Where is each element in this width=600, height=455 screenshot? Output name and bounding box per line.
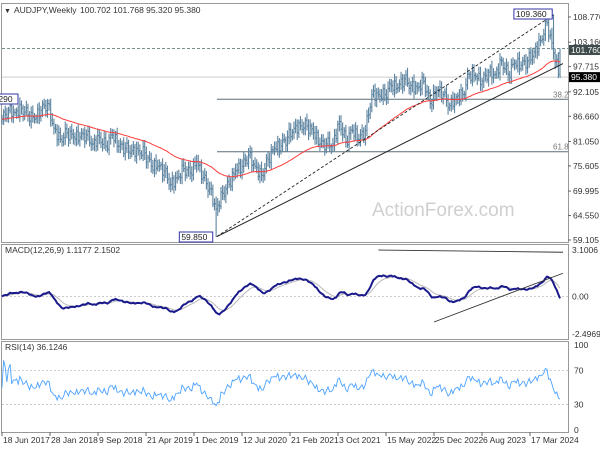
rsi-tick-label: 100 <box>574 340 588 350</box>
axes: 108.770 103.160 97.715 92.105 86.660 81.050 75… <box>1 12 600 445</box>
left-high-label: 90.290 <box>0 94 13 104</box>
date-tick-label: 21 Feb 2021 <box>291 435 339 445</box>
fib-level-label: 61.8 <box>553 143 569 152</box>
price-tick-label: 59.105 <box>573 235 599 245</box>
current-price-tag-bg <box>569 72 600 83</box>
price-tick-label: 75.605 <box>573 161 599 171</box>
ema-line <box>1 60 561 178</box>
date-tick-label: 28 Jan 2018 <box>51 435 98 445</box>
price-tick-label: 108.770 <box>573 12 600 22</box>
date-tick-label: 17 Mar 2024 <box>531 435 579 445</box>
chart-header-ohlc: 100.702 101.768 95.320 95.380 <box>80 5 201 15</box>
macd-title: MACD(12,26,9) 1.1177 2.1502 <box>5 245 120 255</box>
symbol-arrow-icon[interactable]: ▼ <box>4 8 11 15</box>
chart-header-symbol: AUDJPY,Weekly <box>14 5 77 15</box>
macd-tick-label: 3.1006 <box>572 245 598 255</box>
rsi-tick-label: 70 <box>574 366 584 376</box>
date-tick-label: 3 Oct 2021 <box>339 435 381 445</box>
macd-line <box>1 274 561 316</box>
macd-plot <box>1 249 568 323</box>
date-tick-label: 9 Sep 2018 <box>99 435 143 445</box>
price-plot: 38.2 61.8 59.850 109.360 90.290 <box>0 8 569 243</box>
level-price-tag-bg <box>569 44 600 55</box>
macd-tick-label: -2.4969 <box>572 329 600 339</box>
macd-trendline <box>433 272 564 323</box>
trendline-solid <box>216 63 564 238</box>
price-tick-label: 92.105 <box>573 87 599 97</box>
price-tick-label: 69.995 <box>573 186 599 196</box>
macd-tick-label: 0.00 <box>572 292 589 302</box>
rsi-tick-label: 30 <box>574 400 584 410</box>
macd-trendline <box>378 249 564 253</box>
date-tick-label: 25 Dec 2022 <box>435 435 483 445</box>
rsi-panel <box>1 341 569 433</box>
macd-panel <box>1 244 569 340</box>
price-tick-label: 86.660 <box>573 111 599 121</box>
watermark: ActionForex.com <box>372 200 515 221</box>
date-tick-label: 21 Apr 2019 <box>147 435 193 445</box>
price-tick-label: 97.715 <box>573 62 599 72</box>
high-label: 109.360 <box>516 9 547 19</box>
rsi-line <box>1 360 561 407</box>
date-tick-label: 15 May 2022 <box>387 435 436 445</box>
price-tick-label: 103.160 <box>573 37 600 47</box>
price-bar <box>557 52 560 79</box>
date-tick-label: 18 Jun 2017 <box>3 435 50 445</box>
date-tick-label: 1 Dec 2019 <box>195 435 239 445</box>
trendline-dashed <box>216 13 555 238</box>
fib-level-label: 38.2 <box>553 90 569 99</box>
low-label: 59.850 <box>181 232 207 242</box>
rsi-title: RSI(14) 36.1246 <box>5 342 68 352</box>
rsi-plot <box>1 360 568 407</box>
high-label-box <box>513 8 553 20</box>
date-tick-label: 6 Aug 2023 <box>483 435 526 445</box>
price-bar <box>559 48 561 78</box>
low-label-box <box>178 231 214 243</box>
price-tick-label: 64.550 <box>573 211 599 221</box>
price-tick-label: 81.050 <box>573 136 599 146</box>
rsi-tick-label: 0 <box>574 425 579 435</box>
current-price-tag: 95.380 <box>571 72 597 82</box>
level-price-tag: 101.760 <box>571 45 600 55</box>
date-tick-label: 12 Jul 2020 <box>243 435 287 445</box>
left-high-label-box <box>0 93 19 105</box>
